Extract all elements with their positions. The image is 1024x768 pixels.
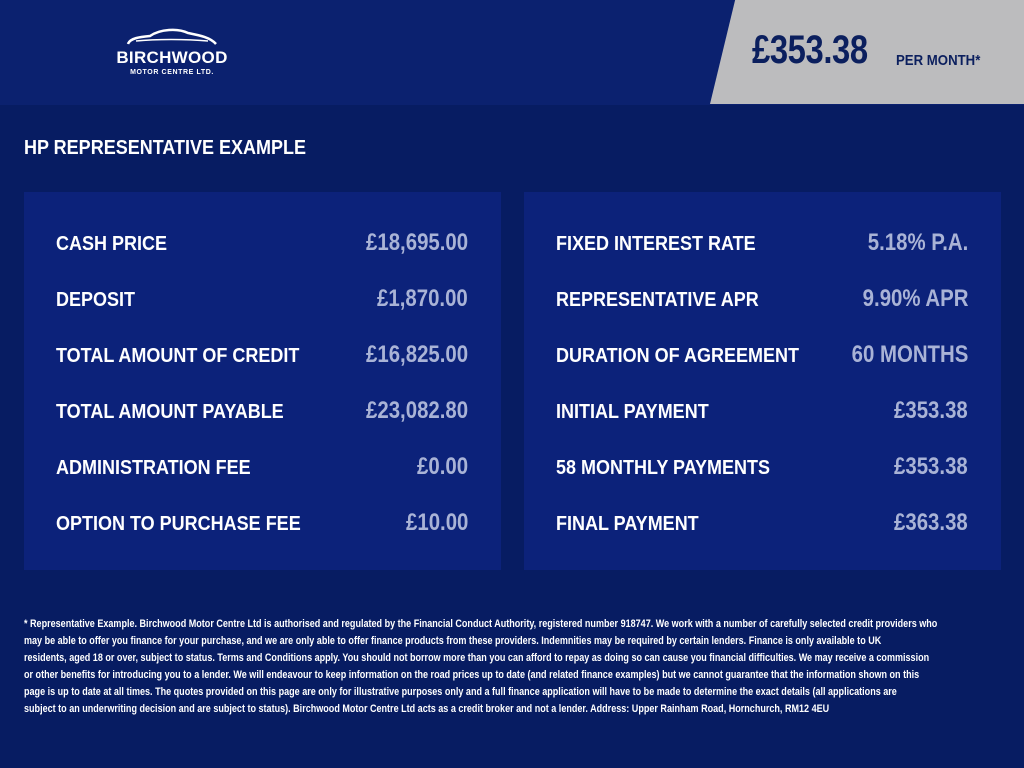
row-label: FINAL PAYMENT (556, 513, 699, 535)
header: BIRCHWOOD MOTOR CENTRE LTD. £353.38 PER … (0, 0, 1024, 105)
finance-row: CASH PRICE £18,695.00 (56, 229, 468, 259)
finance-row: 58 MONTHLY PAYMENTS £353.38 (556, 453, 968, 483)
finance-row: DURATION OF AGREEMENT 60 MONTHS (556, 341, 968, 371)
finance-row: OPTION TO PURCHASE FEE £10.00 (56, 509, 468, 539)
row-value: £1,870.00 (377, 285, 468, 312)
finance-row: ADMINISTRATION FEE £0.00 (56, 453, 468, 483)
row-label: OPTION TO PURCHASE FEE (56, 513, 301, 535)
row-label: TOTAL AMOUNT PAYABLE (56, 401, 284, 423)
row-value: £353.38 (894, 453, 968, 480)
disclaimer-line: subject to an underwriting decision and … (24, 703, 830, 715)
finance-row: TOTAL AMOUNT PAYABLE £23,082.80 (56, 397, 468, 427)
row-label: REPRESENTATIVE APR (556, 289, 759, 311)
finance-row: INITIAL PAYMENT £353.38 (556, 397, 968, 427)
price-box (710, 0, 1024, 104)
finance-row: REPRESENTATIVE APR 9.90% APR (556, 285, 968, 315)
row-value: 60 MONTHS (851, 341, 968, 368)
row-value: 9.90% APR (862, 285, 968, 312)
row-label: DURATION OF AGREEMENT (556, 345, 799, 367)
disclaimer-line: * Representative Example. Birchwood Moto… (24, 618, 938, 630)
row-label: TOTAL AMOUNT OF CREDIT (56, 345, 300, 367)
car-logo-icon (126, 28, 217, 45)
logo[interactable]: BIRCHWOOD MOTOR CENTRE LTD. (112, 28, 232, 76)
row-value: £18,695.00 (365, 229, 468, 256)
disclaimer-line: page is up to date at all times. The quo… (24, 686, 897, 698)
disclaimer-line: or other benefits for introducing you to… (24, 669, 920, 681)
row-value: 5.18% P.A. (867, 229, 968, 256)
finance-panel-left: CASH PRICE £18,695.00 DEPOSIT £1,870.00 TO… (24, 192, 501, 570)
row-value: £353.38 (894, 397, 968, 424)
disclaimer-line: residents, aged 18 or over, subject to s… (24, 652, 930, 664)
per-month-label: PER MONTH* (896, 52, 981, 69)
logo-subtitle: MOTOR CENTRE LTD. (130, 69, 214, 76)
row-label: DEPOSIT (56, 289, 136, 311)
finance-panel-right: FIXED INTEREST RATE 5.18% P.A. REPRESENTA… (524, 192, 1001, 570)
finance-row: FIXED INTEREST RATE 5.18% P.A. (556, 229, 968, 259)
row-label: ADMINISTRATION FEE (56, 457, 251, 479)
page-title: HP REPRESENTATIVE EXAMPLE (24, 137, 307, 159)
row-value: £0.00 (416, 453, 468, 480)
row-label: FIXED INTEREST RATE (556, 233, 756, 255)
row-label: INITIAL PAYMENT (556, 401, 709, 423)
row-label: 58 MONTHLY PAYMENTS (556, 457, 771, 479)
logo-name: BIRCHWOOD (116, 48, 228, 67)
disclaimer: * Representative Example. Birchwood Moto… (24, 616, 1024, 718)
finance-row: FINAL PAYMENT £363.38 (556, 509, 968, 539)
finance-row: TOTAL AMOUNT OF CREDIT £16,825.00 (56, 341, 468, 371)
row-label: CASH PRICE (56, 233, 168, 255)
row-value: £23,082.80 (365, 397, 468, 424)
finance-row: DEPOSIT £1,870.00 (56, 285, 468, 315)
row-value: £363.38 (894, 509, 968, 536)
row-value: £10.00 (405, 509, 468, 536)
monthly-price: £353.38 (752, 28, 868, 72)
row-value: £16,825.00 (365, 341, 468, 368)
disclaimer-line: may be able to offer you finance for you… (24, 635, 882, 647)
